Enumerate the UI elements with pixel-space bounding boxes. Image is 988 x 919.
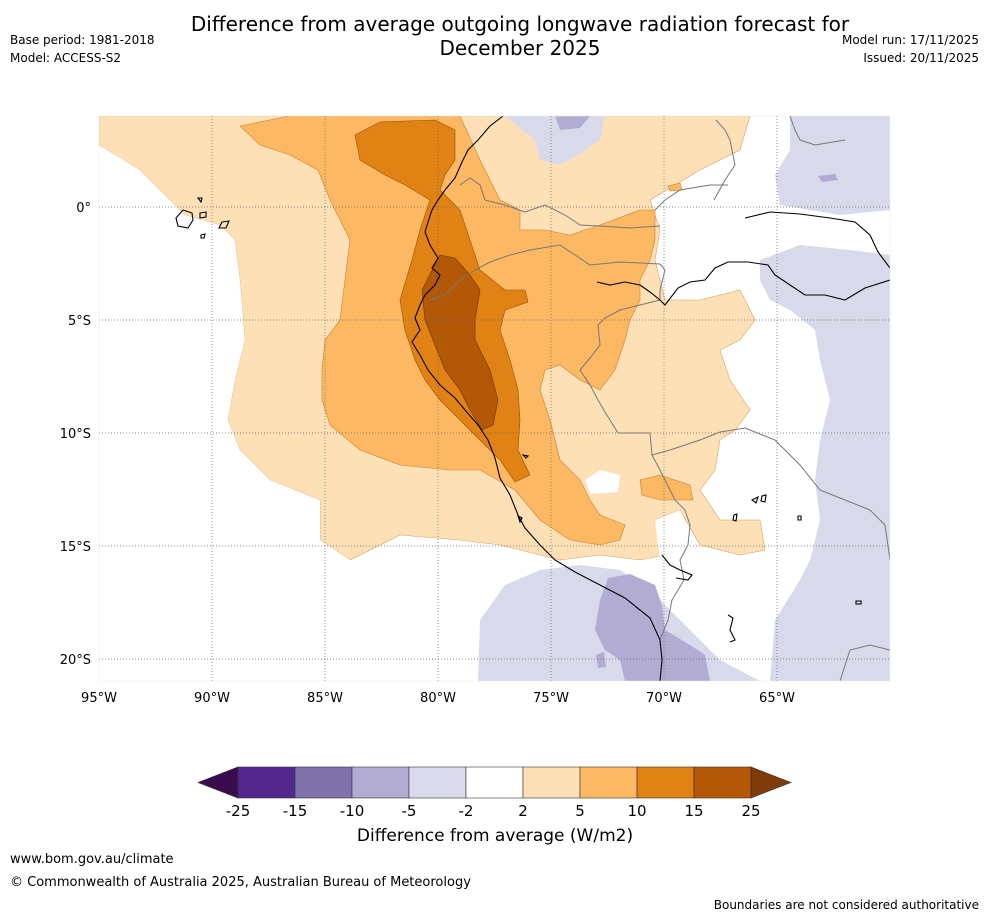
colorbar-segment <box>636 766 695 799</box>
lat-label: 0° <box>76 201 91 216</box>
lon-label: 80°W <box>420 691 456 706</box>
longitude-labels: 95°W 90°W 85°W 80°W 75°W 70°W 65°W <box>81 691 795 706</box>
colorbar-tick-label: 2 <box>518 802 528 820</box>
colorbar-segment <box>522 766 581 799</box>
colorbar-extend-high <box>750 766 792 799</box>
chart-title: Difference from average outgoing longwav… <box>150 12 890 60</box>
colorbar-segment <box>351 766 410 799</box>
meta-left: Base period: 1981-2018 Model: ACCESS-S2 <box>10 31 155 67</box>
gridlines <box>99 116 890 681</box>
issued-date: Issued: 20/11/2025 <box>863 51 979 65</box>
lon-label: 95°W <box>81 691 117 706</box>
title-line-2: December 2025 <box>439 36 601 60</box>
colorbar-tick-label: -25 <box>225 802 251 820</box>
model-name: Model: ACCESS-S2 <box>10 51 122 65</box>
bom-link[interactable]: www.bom.gov.au/climate <box>10 852 174 867</box>
model-run: Model run: 17/11/2025 <box>841 33 979 47</box>
lat-label: 20°S <box>60 653 91 668</box>
lat-label: 5°S <box>68 314 91 329</box>
boundaries-note: Boundaries are not considered authoritat… <box>713 898 979 912</box>
lon-label: 85°W <box>307 691 343 706</box>
colorbar-title: Difference from average (W/m2) <box>356 826 634 846</box>
anomaly-region-minus10-to-minus5 <box>555 116 590 130</box>
colorbar-tick-label: 15 <box>684 802 704 820</box>
title-line-1: Difference from average outgoing longwav… <box>190 12 850 36</box>
colorbar-segment <box>294 766 353 799</box>
lat-label: 15°S <box>60 540 91 555</box>
colorbar-tick-label: -2 <box>458 802 474 820</box>
colorbar-segment <box>408 766 467 799</box>
meta-right: Model run: 17/11/2025 Issued: 20/11/2025 <box>842 31 979 67</box>
copyright-notice: © Commonwealth of Australia 2025, Austra… <box>10 875 471 890</box>
lon-label: 90°W <box>194 691 230 706</box>
lat-label: 10°S <box>60 427 91 442</box>
lon-label: 75°W <box>533 691 569 706</box>
colorbar <box>197 766 792 799</box>
latitude-labels: 0° 5°S 10°S 15°S 20°S <box>60 201 91 668</box>
colorbar-tick-label: -5 <box>401 802 417 820</box>
colorbar-tick-label: -10 <box>339 802 365 820</box>
colorbar-tick-label: -15 <box>282 802 308 820</box>
colorbar-tick-label: 10 <box>627 802 647 820</box>
anomaly-region-minus5-to-minus2 <box>505 116 605 165</box>
lon-label: 70°W <box>646 691 682 706</box>
colorbar-segment <box>693 766 752 799</box>
colorbar-segment <box>237 766 296 799</box>
colorbar-segment <box>579 766 638 799</box>
colorbar-extend-low <box>197 766 239 799</box>
anomaly-region-15-to-25 <box>421 254 499 431</box>
base-period: Base period: 1981-2018 <box>10 33 155 47</box>
map-area <box>99 116 890 681</box>
coastlines <box>175 116 890 681</box>
lon-label: 65°W <box>759 691 795 706</box>
country-borders <box>429 116 890 681</box>
colorbar-segment <box>465 766 524 799</box>
colorbar-tick-label: 5 <box>575 802 585 820</box>
colorbar-tick-label: 25 <box>741 802 761 820</box>
